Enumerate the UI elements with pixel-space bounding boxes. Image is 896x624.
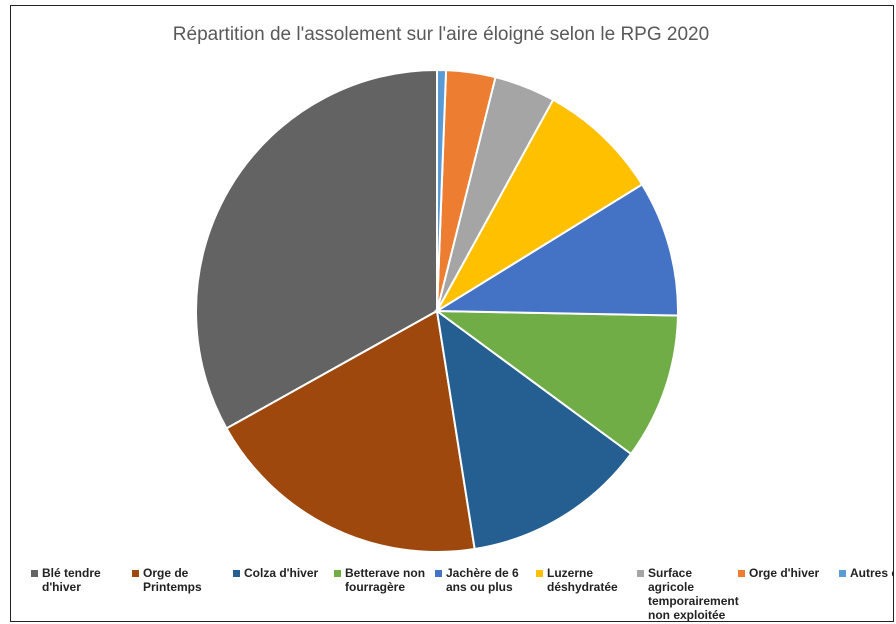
chart: Répartition de l'assolement sur l'aire é… <box>10 5 894 622</box>
legend: Blé tendre d'hiver Orge de Printemps Colza… <box>31 566 893 622</box>
legend-item: Surface agricole temporairement non expl… <box>637 566 739 622</box>
legend-swatch <box>637 570 644 577</box>
legend-swatch <box>435 570 442 577</box>
legend-item: Betterave non fourragère <box>334 566 435 621</box>
legend-swatch <box>334 570 341 577</box>
legend-label: Betterave non fourragère <box>345 566 426 594</box>
pie-slice <box>435 308 633 551</box>
legend-label: Orge d'hiver <box>749 566 820 580</box>
legend-label: Blé tendre d'hiver <box>42 566 101 594</box>
legend-label: Surface agricole temporairement non expl… <box>648 566 739 622</box>
legend-item: Orge d'hiver <box>738 566 839 621</box>
legend-label: Orge de Printemps <box>143 566 202 594</box>
pie-slice <box>195 68 438 430</box>
pie-slice <box>434 98 644 314</box>
legend-item: Blé tendre d'hiver <box>31 566 132 621</box>
legend-item: Colza d'hiver <box>233 566 334 621</box>
pie-slice <box>436 68 448 312</box>
legend-swatch <box>31 570 38 577</box>
chart-title: Répartition de l'assolement sur l'aire é… <box>172 24 710 45</box>
legend-swatch <box>738 570 745 577</box>
legend-swatch <box>839 570 846 577</box>
legend-swatch <box>233 570 240 577</box>
legend-item: Autres cultures <box>839 566 893 621</box>
pie-slice <box>433 309 679 456</box>
legend-item: Jachère de 6 ans ou plus <box>435 566 536 621</box>
pie-slice <box>433 183 679 317</box>
legend-label: Luzerne déshydratée <box>547 566 618 594</box>
legend-swatch <box>536 570 543 577</box>
pie <box>195 68 679 553</box>
legend-item: Orge de Printemps <box>132 566 233 621</box>
legend-item: Luzerne déshydratée <box>536 566 637 621</box>
legend-swatch <box>132 570 139 577</box>
pie-slice <box>225 309 476 553</box>
legend-label: Autres cultures <box>850 566 893 580</box>
legend-label: Jachère de 6 ans ou plus <box>446 566 519 594</box>
legend-label: Colza d'hiver <box>244 566 319 580</box>
